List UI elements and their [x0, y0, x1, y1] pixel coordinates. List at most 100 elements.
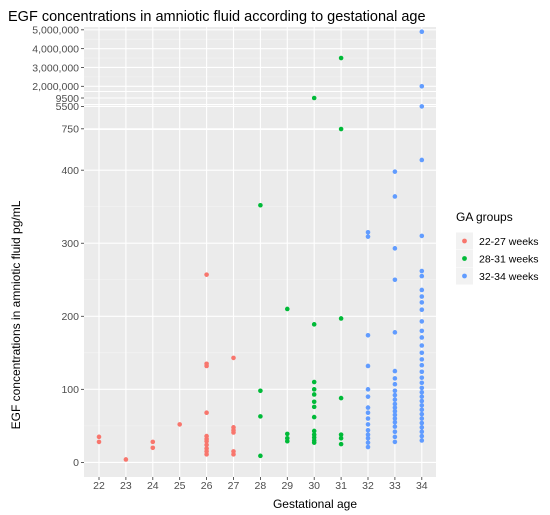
data-point [365, 394, 371, 399]
data-point [392, 376, 398, 381]
data-point [392, 381, 398, 387]
data-point [392, 412, 398, 418]
legend-label: 32-34 weeks [479, 271, 539, 283]
data-point [96, 434, 102, 440]
data-point [392, 416, 398, 421]
data-point [311, 414, 317, 420]
data-point [365, 229, 371, 235]
x-tick-label: 31 [335, 480, 347, 492]
data-point [392, 429, 398, 435]
plot-panels [84, 27, 436, 477]
y-axis-title: EGF concentrations in amniotic fluid pg/… [9, 200, 23, 429]
data-point [96, 439, 102, 445]
data-point [204, 438, 209, 444]
data-point [419, 29, 425, 35]
data-point [419, 273, 425, 279]
data-point [392, 401, 398, 407]
data-point [258, 388, 263, 394]
data-point [419, 300, 425, 305]
x-tick-label: 24 [147, 480, 159, 492]
data-point [365, 363, 371, 369]
data-point [365, 435, 371, 441]
data-point [365, 387, 371, 392]
data-point [392, 419, 398, 425]
data-point [392, 424, 398, 429]
data-point [311, 322, 317, 327]
data-point [419, 343, 425, 348]
data-point [204, 363, 209, 369]
x-tick-label: 23 [120, 480, 132, 492]
data-point [338, 441, 344, 447]
x-tick-label: 25 [174, 480, 186, 492]
data-point [419, 157, 425, 163]
y-tick-label: 0 [73, 457, 79, 469]
data-point [419, 380, 425, 386]
data-point [311, 404, 317, 410]
data-point [419, 104, 425, 109]
data-point [311, 440, 317, 445]
y-tick-label: 9500 [56, 93, 80, 105]
data-point [365, 332, 371, 338]
y-tick-label: 200 [61, 311, 79, 323]
data-point [311, 95, 317, 101]
x-axis-title: Gestational age [273, 497, 357, 511]
data-point [204, 452, 209, 457]
data-point [338, 316, 344, 321]
legend-marker [462, 273, 467, 279]
data-point [392, 405, 398, 410]
legend-label: 22-27 weeks [479, 236, 539, 248]
data-point [419, 294, 425, 299]
data-point [285, 431, 290, 437]
x-axis-ticks: 22 23 24 25 26 27 28 29 30 31 32 33 34 [93, 477, 428, 492]
data-point [231, 355, 236, 361]
legend-marker [462, 238, 467, 244]
data-point [338, 395, 344, 401]
y-tick-label: 2,000,000 [32, 81, 79, 93]
data-point [419, 403, 425, 408]
legend: GA groups 22-27 weeks 28-31 weeks 32-34 we… [456, 210, 539, 285]
data-point [392, 330, 398, 335]
data-point [177, 422, 182, 427]
data-point [231, 430, 236, 435]
data-point [365, 410, 371, 416]
y-tick-label: 5500 [56, 101, 80, 113]
y-tick-label: 750 [61, 124, 79, 136]
data-point [392, 169, 398, 174]
x-tick-label: 33 [389, 480, 401, 492]
data-point [392, 434, 398, 440]
data-point [365, 405, 371, 410]
legend-marker [462, 256, 467, 261]
data-point [258, 453, 263, 459]
x-tick-label: 30 [308, 480, 320, 492]
data-point [338, 435, 344, 441]
data-point [419, 335, 425, 340]
data-point [204, 442, 209, 448]
data-point [419, 411, 425, 417]
x-tick-label: 29 [281, 480, 293, 492]
data-point [392, 194, 398, 199]
data-point [419, 268, 425, 274]
data-point [392, 368, 398, 374]
data-point [338, 55, 344, 61]
data-point [258, 202, 263, 208]
data-point [204, 410, 209, 416]
data-points [96, 29, 425, 462]
data-point [419, 375, 425, 380]
data-point [419, 394, 425, 399]
data-point [419, 369, 425, 375]
y-tick-label: 4,000,000 [32, 43, 79, 55]
x-tick-label: 26 [201, 480, 213, 492]
data-point [419, 416, 425, 421]
legend-title: GA groups [456, 210, 513, 224]
data-point [419, 407, 425, 413]
data-point [419, 389, 425, 395]
data-point [419, 425, 425, 430]
data-point [419, 420, 425, 426]
data-point [231, 452, 236, 457]
data-point [258, 414, 263, 419]
data-point [392, 397, 398, 402]
data-point [204, 272, 209, 277]
x-tick-label: 22 [93, 480, 105, 492]
x-tick-label: 28 [255, 480, 267, 492]
